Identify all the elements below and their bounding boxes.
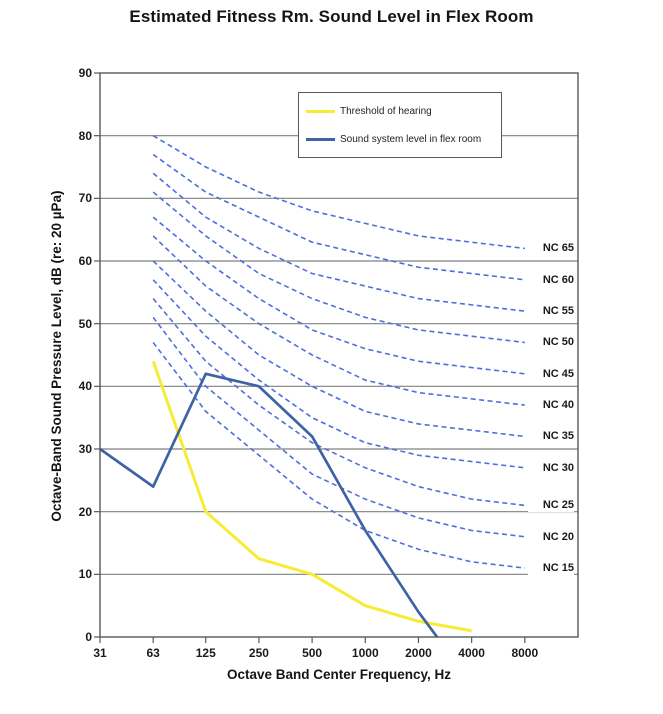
sound-system-line-swatch [306,137,335,141]
y-tick-label-40: 40 [78,379,92,394]
plot-border [99,72,579,638]
nc-curve-nc-25 [152,298,525,507]
y-tick-label-70: 70 [78,191,92,206]
legend-label-threshold: Threshold of hearing [340,105,432,117]
nc-label-nc-60: NC 60 [528,272,574,287]
nc-curve-nc-35 [152,260,525,438]
nc-label-nc-45: NC 45 [528,366,574,381]
nc-curve-nc-65 [152,134,525,250]
x-tick-label-250: 250 [248,646,269,660]
nc-curve-nc-15 [152,341,525,569]
nc-label-nc-55: NC 55 [528,304,574,319]
x-tick-label-4000: 4000 [458,646,485,660]
x-tick-label-2000: 2000 [405,646,432,660]
x-tick-label-1000: 1000 [351,646,379,660]
y-tick-label-0: 0 [85,630,92,644]
nc-curve-nc-50 [152,191,525,344]
x-tick-label-63: 63 [146,646,160,660]
nc-label-nc-50: NC 50 [528,335,574,350]
nc-curve-nc-55 [152,172,525,312]
legend: Threshold of hearing Sound system level … [298,92,502,158]
nc-label-nc-25: NC 25 [528,498,574,513]
threshold-line [151,360,472,633]
y-tick-label-80: 80 [78,128,92,143]
nc-curve-nc-45 [152,216,525,375]
x-tick-label-500: 500 [302,646,323,660]
nc-label-nc-20: NC 20 [528,529,574,544]
x-tick-label-31: 31 [93,646,107,660]
legend-label-sound-system: Sound system level in flex room [340,133,482,145]
nc-label-nc-30: NC 30 [528,460,574,475]
x-axis-title: Octave Band Center Frequency, Hz [226,667,452,682]
y-tick-label-90: 90 [78,66,92,80]
nc-label-nc-35: NC 35 [528,429,574,444]
y-tick-label-60: 60 [78,254,92,268]
x-tick-label-125: 125 [195,646,216,660]
y-tick-label-10: 10 [78,567,92,582]
x-tick-label-8000: 8000 [511,646,539,660]
nc-label-nc-40: NC 40 [528,398,574,413]
nc-label-nc-65: NC 65 [528,241,574,256]
sound-system-line [99,372,439,638]
nc-label-nc-15: NC 15 [528,561,574,576]
threshold-line-swatch [306,109,335,113]
y-tick-label-20: 20 [78,504,92,519]
legend-item-threshold: Threshold of hearing [299,106,501,117]
nc-curve-nc-40 [152,235,525,406]
y-tick-label-50: 50 [78,316,92,331]
chart-title: Estimated Fitness Rm. Sound Level in Fle… [129,7,534,26]
nc-curve-nc-60 [152,153,525,281]
legend-item-sound-system: Sound system level in flex room [299,134,501,145]
nc-curve-nc-20 [152,316,525,538]
nc-curve-nc-30 [152,279,525,469]
y-tick-label-30: 30 [78,442,92,456]
